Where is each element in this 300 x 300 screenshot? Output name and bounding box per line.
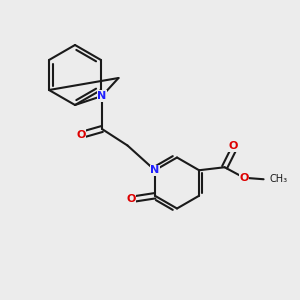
Text: N: N xyxy=(98,91,106,101)
Text: O: O xyxy=(126,194,136,204)
Text: O: O xyxy=(76,130,86,140)
Text: O: O xyxy=(239,173,249,183)
Text: N: N xyxy=(150,165,160,175)
Text: O: O xyxy=(229,141,238,151)
Text: CH₃: CH₃ xyxy=(270,174,288,184)
